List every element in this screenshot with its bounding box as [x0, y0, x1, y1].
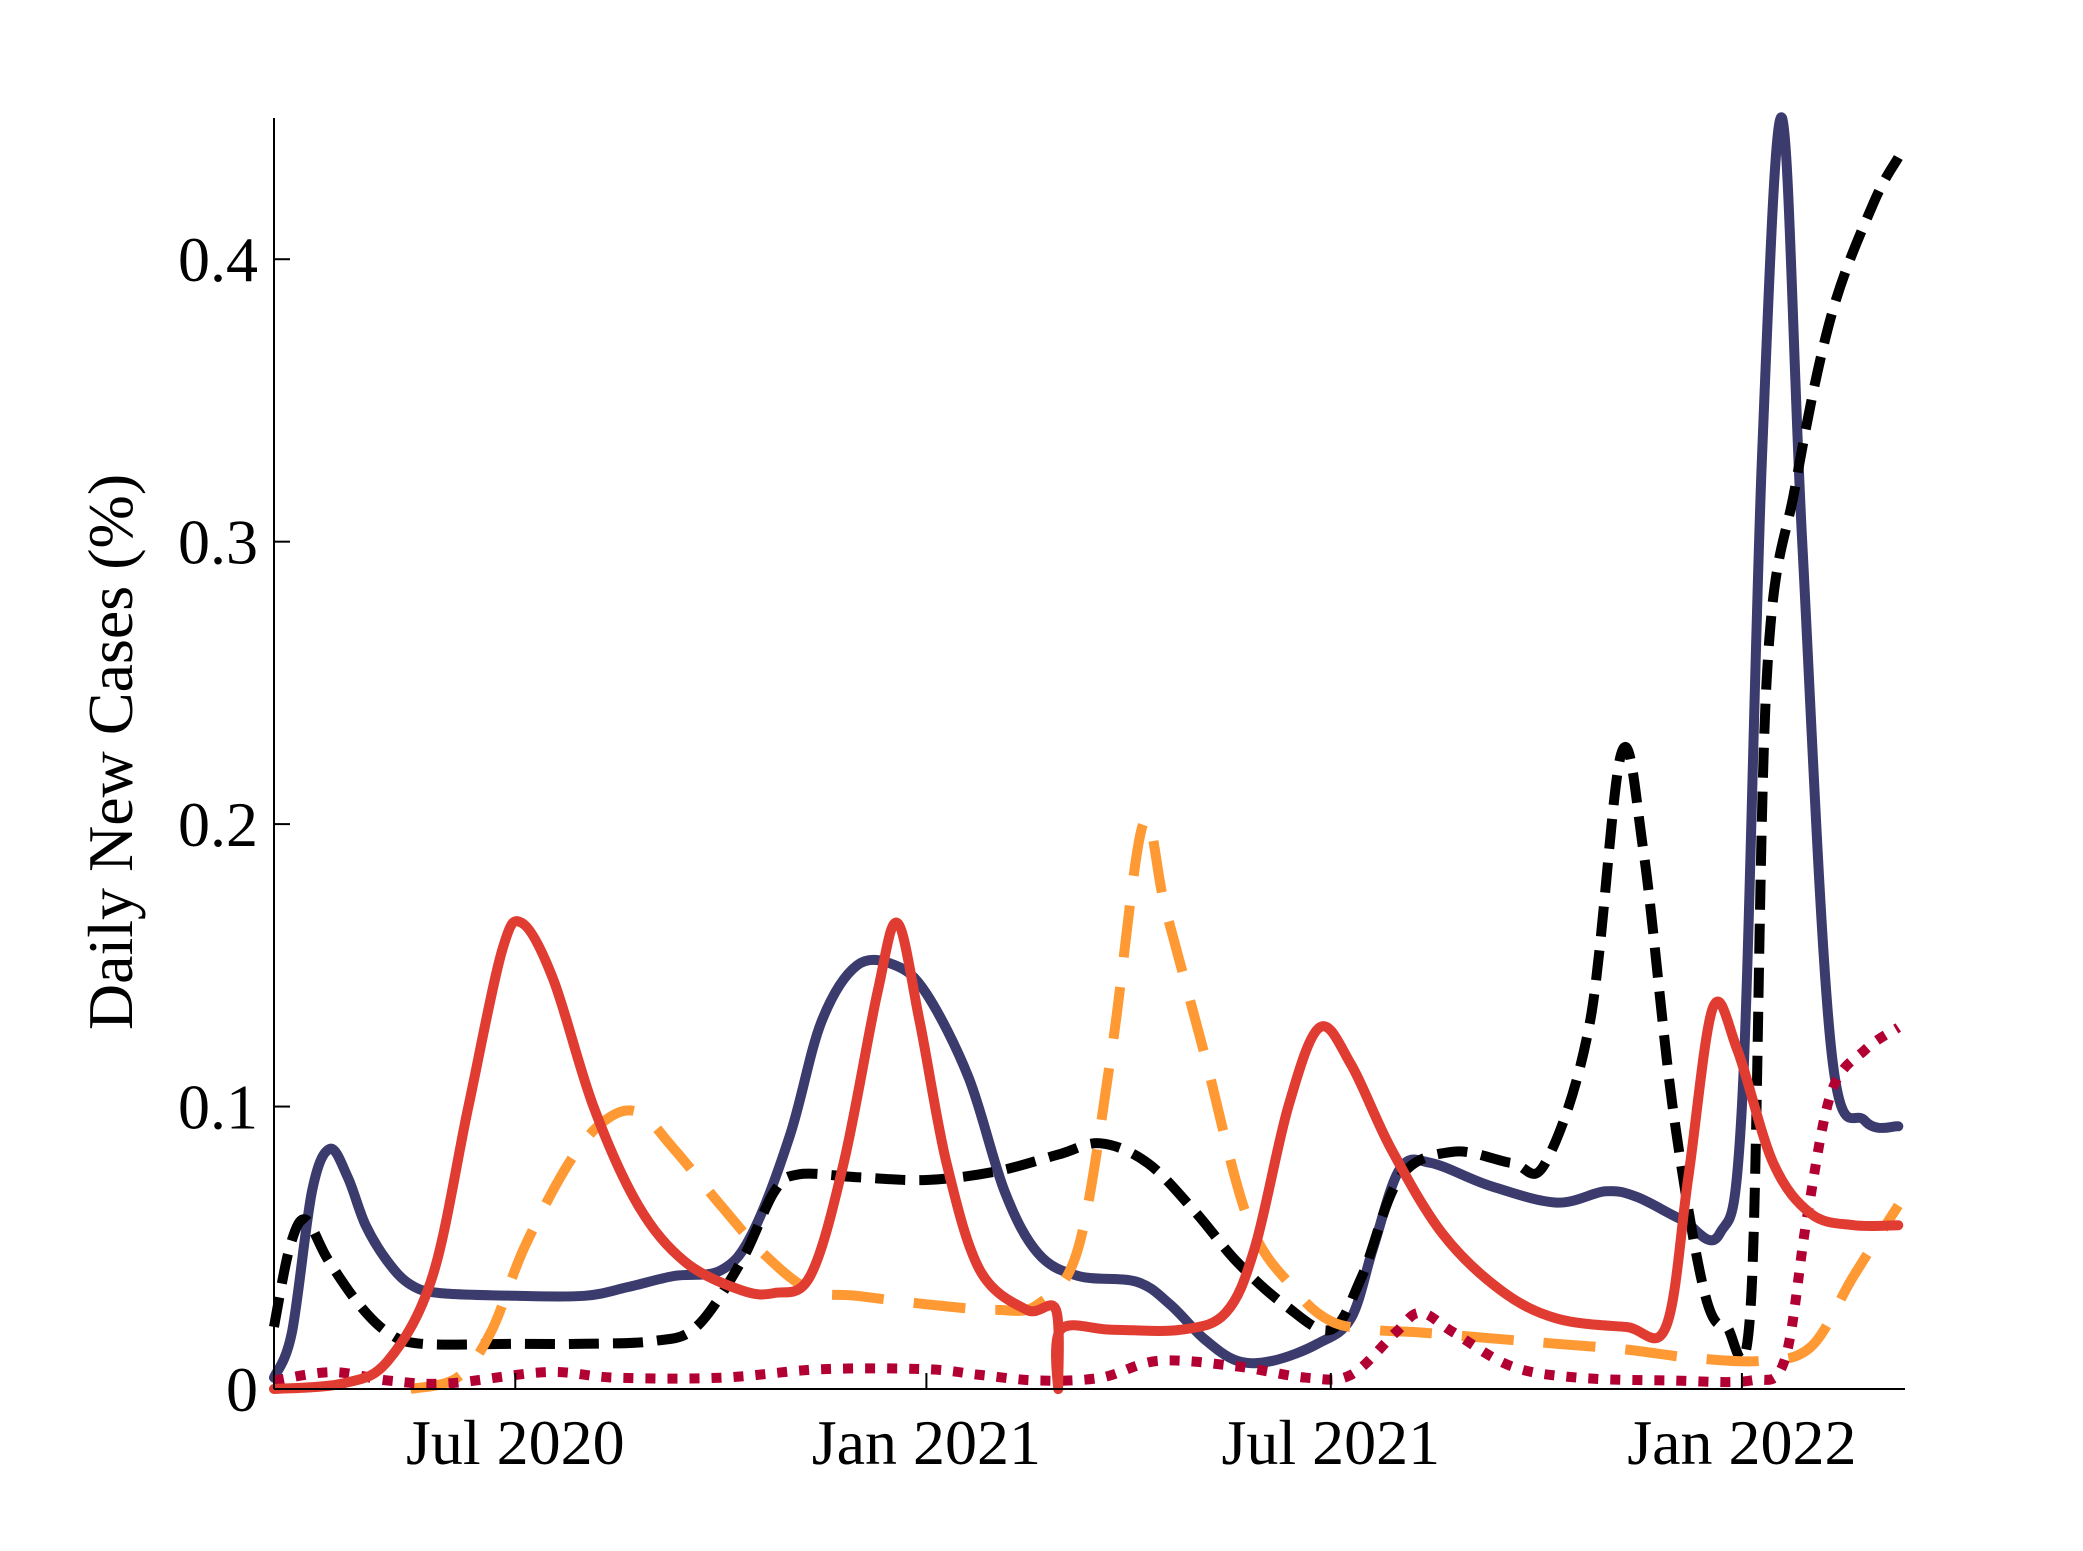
x-tick-label: Jan 2021 [812, 1407, 1041, 1478]
x-ticks: Jul 2020 Jan 2021 Jul 2021 Jan 2022 [406, 1373, 1857, 1478]
y-ticks: 0 0.1 0.2 0.3 0.4 [178, 224, 290, 1425]
y-tick-label: 0.1 [178, 1072, 258, 1143]
x-tick-label: Jul 2020 [406, 1407, 625, 1478]
y-tick-label: 0 [226, 1354, 258, 1425]
x-tick-label: Jul 2021 [1221, 1407, 1440, 1478]
plot-lines [269, 112, 1904, 1395]
series-line-orange-dash [409, 814, 1903, 1394]
y-tick-label: 0.3 [178, 507, 258, 578]
y-axis-label: Daily New Cases (%) [75, 474, 146, 1030]
y-tick-label: 0.4 [178, 224, 258, 295]
series-line-black-dash [269, 155, 1903, 1365]
y-tick-label: 0.2 [178, 789, 258, 860]
series-line-crimson-dot [273, 1023, 1902, 1389]
series-line-red-solid [269, 916, 1904, 1395]
x-tick-label: Jan 2022 [1627, 1407, 1856, 1478]
